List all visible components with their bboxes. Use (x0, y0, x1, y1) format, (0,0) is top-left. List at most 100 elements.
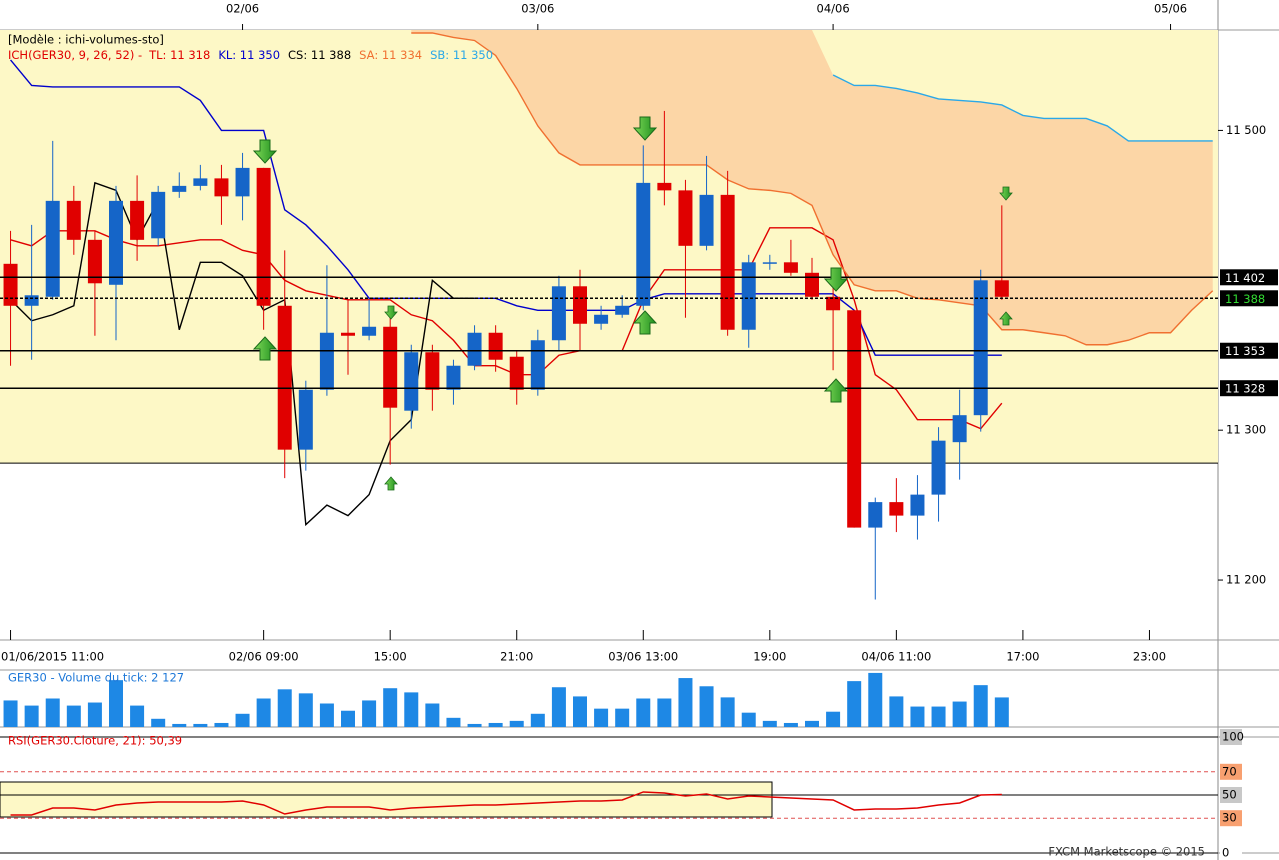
y-tick-box (1220, 763, 1242, 780)
volume-bar (446, 717, 461, 727)
volume-bar (889, 696, 904, 727)
candle-body (615, 305, 630, 315)
volume-bar (636, 698, 651, 727)
candle-body (87, 239, 102, 284)
panel-title: RSI(GER30.Cloture, 21): 50,39 (8, 734, 182, 748)
ichimoku-line (10, 181, 475, 527)
panel-title: GER30 - Volume du tick: 2 127 (8, 671, 184, 685)
volume-bar (741, 712, 756, 727)
candle-body (172, 185, 187, 192)
volume-bar (762, 720, 777, 727)
candle-body (446, 365, 461, 390)
y-tick-label: 50 (1222, 788, 1237, 802)
ichimoku-line (832, 74, 1213, 142)
candle-body (235, 167, 250, 197)
volume-bar (383, 688, 398, 727)
top-tick-label: 04/06 (817, 2, 850, 16)
top-tick-label: 02/06 (226, 2, 259, 16)
ichimoku-cloud (411, 30, 1213, 345)
volume-bar (425, 703, 440, 727)
level-label-box (1220, 269, 1278, 286)
candle-body (341, 332, 355, 336)
candle-body (994, 280, 1009, 297)
volume-bar (910, 706, 925, 727)
volume-bar (235, 713, 250, 727)
volume-bar (467, 723, 482, 727)
volume-bar (826, 711, 841, 727)
y-tick-label: 0 (1222, 846, 1229, 860)
volume-bar (172, 723, 187, 727)
candle-body (130, 200, 145, 240)
volume-bar (594, 708, 609, 727)
level-label-box (1220, 290, 1278, 307)
volume-bar (720, 697, 735, 727)
legend-entry: SB: 11 350 (430, 48, 493, 62)
volume-bar (45, 698, 60, 727)
candle-body (636, 182, 651, 306)
volume-bar (214, 722, 229, 727)
price-plot (0, 30, 1218, 600)
volume-bar (678, 678, 693, 727)
volume-bar (341, 710, 355, 727)
ichimoku-line (411, 32, 1214, 346)
level-label: 11 353 (1225, 344, 1265, 358)
candle-body (277, 305, 292, 450)
volume-bar (109, 680, 123, 727)
candle-body (741, 262, 756, 330)
y-tick-label: 11 300 (1226, 423, 1266, 437)
legend-entry: TL: 11 318 (148, 48, 210, 62)
candle-body (45, 200, 60, 297)
volume-bar (783, 722, 798, 727)
candle-body (847, 310, 862, 528)
rsi-line (10, 791, 1002, 816)
candle-body (530, 340, 545, 390)
candle-body (762, 262, 777, 264)
footer-credit: FXCM Marketscope © 2015 (1048, 845, 1205, 859)
ichimoku-line (10, 59, 1002, 356)
y-tick-box (1220, 787, 1242, 803)
x-tick-label: 21:00 (500, 650, 533, 664)
volume-bar (298, 693, 313, 727)
candle-body (973, 280, 988, 416)
rsi-highlight-box (0, 781, 773, 818)
volume-bar (805, 720, 819, 727)
volume-bar (3, 700, 18, 727)
volume-bar (319, 703, 334, 727)
y-tick-label: 11 500 (1226, 123, 1266, 137)
candle-body (509, 356, 524, 390)
legend-entry: KL: 11 350 (218, 48, 280, 62)
candle-body (889, 502, 904, 516)
volume-bar (87, 702, 102, 727)
volume-bar (256, 698, 271, 727)
candle-body (193, 178, 208, 186)
candle-body (931, 440, 946, 495)
y-tick-box (1220, 810, 1242, 827)
legend-entry: CS: 11 388 (288, 48, 351, 62)
ichimoku-line (10, 227, 1003, 430)
candle-body (826, 296, 841, 311)
x-tick-label: 02/06 09:00 (229, 650, 299, 664)
volume-bar (657, 698, 672, 727)
volume-bar (699, 686, 714, 727)
x-tick-label: 03/06 13:00 (608, 650, 678, 664)
candle-body (24, 295, 39, 306)
level-label: 11 402 (1225, 271, 1265, 285)
y-tick-label: 100 (1222, 730, 1244, 744)
candle-body (256, 167, 271, 306)
top-tick-label: 05/06 (1154, 2, 1187, 16)
volume-bar (551, 687, 566, 727)
legend-entry: ICH(GER30, 9, 26, 52) - (8, 48, 142, 62)
candle-body (910, 494, 925, 516)
volume-bar (277, 689, 292, 727)
volume-bar (404, 692, 419, 727)
candle-body (805, 272, 819, 297)
candle-body (952, 415, 967, 443)
volume-bar (847, 681, 862, 727)
top-tick-label: 03/06 (521, 2, 554, 16)
volume-bar (573, 696, 587, 727)
candle-body (720, 194, 735, 330)
candle-body (404, 352, 419, 411)
y-tick-label: 70 (1222, 764, 1237, 778)
level-label-box (1220, 342, 1278, 359)
